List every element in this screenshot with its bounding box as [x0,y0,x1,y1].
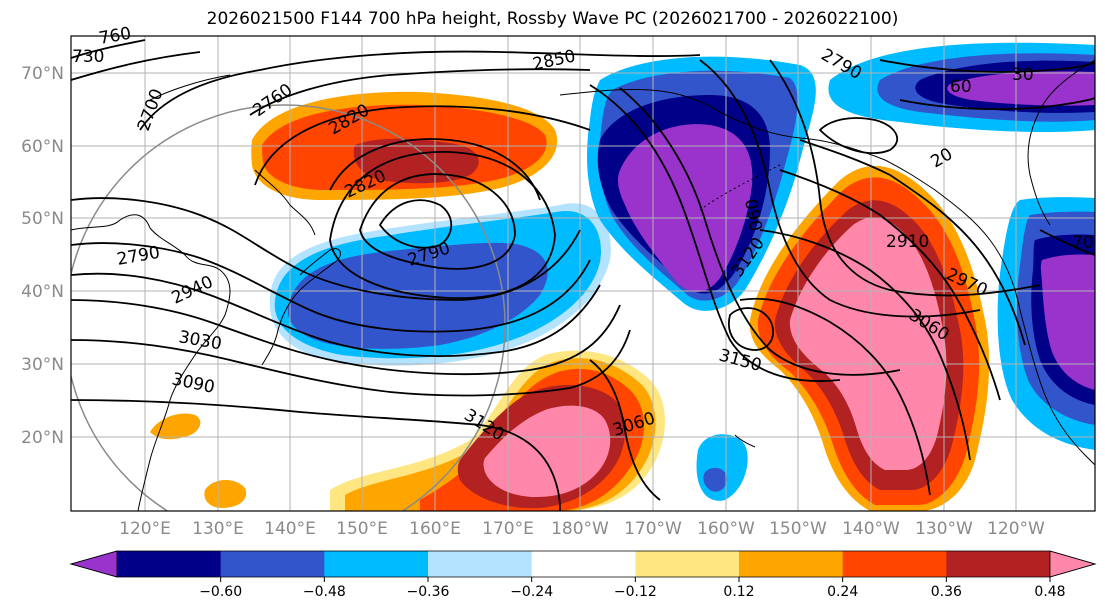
lon-label: 160°W [697,519,755,539]
graticule [71,36,1095,511]
lon-label: 130°W [915,519,973,539]
longitude-labels: 120°E 130°E 140°E 150°E 160°E 170°E 180°… [119,519,1045,539]
colorbar-segment [842,551,947,577]
contour-label: 2910 [886,232,929,252]
colorbar-tick-label: 0.12 [723,584,754,600]
lon-label: 140°W [842,519,900,539]
lat-label: 70°N [21,64,64,84]
colorbar-extend-low [69,550,118,578]
lon-label: 150°E [336,519,388,539]
colorbar-tick-label: −0.12 [614,584,657,600]
lat-label: 20°N [21,428,64,448]
colorbar: −0.60 −0.48 −0.36 −0.24 −0.12 0.12 0.24 0.36 0.4… [69,550,1097,600]
map-plot-area [71,36,1095,511]
colorbar-segment [117,551,222,577]
lat-label: 30°N [21,355,64,375]
map-title: 2026021500 F144 700 hPa height, Rossby W… [206,9,899,29]
lat-label: 40°N [21,282,64,302]
colorbar-tick-label: 0.48 [1034,584,1065,600]
reference-circle [71,104,506,511]
colorbar-segment [635,551,740,577]
lon-label: 150°W [769,519,827,539]
contour-label: 60 [950,77,972,97]
map-frame [70,35,1096,512]
lon-label: 140°E [264,519,316,539]
lon-label: 120°E [119,519,171,539]
contour-label: 30 [1012,65,1034,85]
colorbar-tick-label: −0.24 [510,584,553,600]
lat-label: 50°N [21,209,64,229]
lon-label: 160°E [409,519,461,539]
colorbar-segment [739,551,844,577]
latitude-labels: 70°N 60°N 50°N 40°N 30°N 20°N [21,64,64,448]
colorbar-tick-label: −0.60 [199,584,242,600]
colorbar-tick-label: 0.36 [931,584,962,600]
colorbar-segment [220,551,325,577]
lon-label: 170°W [624,519,682,539]
colorbar-segment [531,551,636,577]
coastlines [71,59,1095,511]
lon-label: 120°W [987,519,1045,539]
colorbar-extend-high [1049,550,1097,578]
colorbar-segment [324,551,429,577]
lon-label: 130°E [192,519,244,539]
colorbar-tick-label: −0.36 [407,584,450,600]
lon-label: 170°E [482,519,534,539]
colorbar-tick-label: −0.48 [303,584,346,600]
contour-label: 70 [1072,233,1094,253]
positive-anomaly-fields [150,91,990,511]
negative-anomaly-fields [269,42,1095,501]
colorbar-segment [428,551,533,577]
height-contours [71,39,1095,511]
contour-label: 730 [72,47,104,67]
colorbar-tick-label: 0.24 [827,584,858,600]
colorbar-segment [946,551,1051,577]
lon-label: 180°W [551,519,609,539]
colorbar-outline [69,550,1097,578]
lat-label: 60°N [21,137,64,157]
